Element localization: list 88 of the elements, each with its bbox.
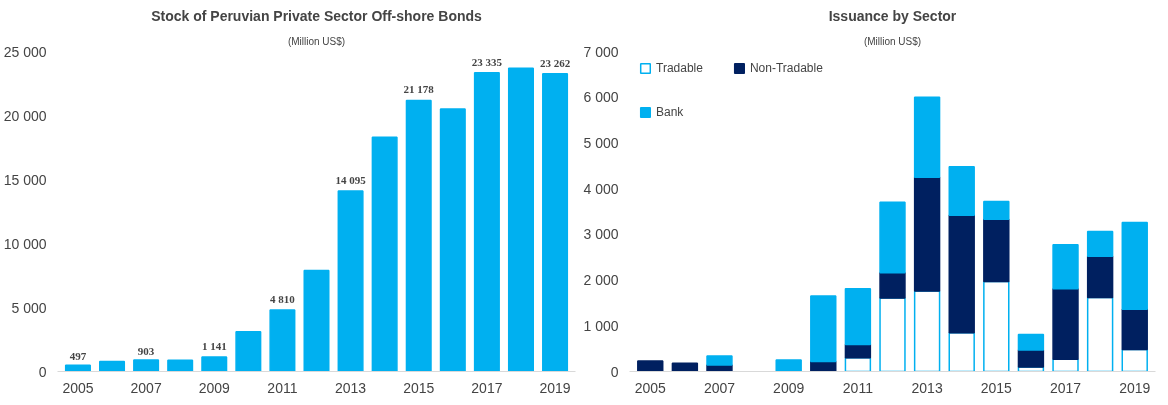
bar bbox=[235, 331, 262, 372]
bar bbox=[133, 359, 160, 372]
x-tick-label: 2013 bbox=[911, 379, 943, 396]
chart-subtitle: (Million US$) bbox=[287, 35, 346, 47]
bar bbox=[1086, 255, 1114, 299]
bar bbox=[637, 360, 664, 372]
bar bbox=[99, 360, 126, 372]
x-tick-label: 2011 bbox=[267, 379, 298, 396]
bar bbox=[1052, 244, 1079, 290]
bar bbox=[948, 214, 975, 334]
legend-label: Non-Tradable bbox=[749, 61, 823, 75]
bar bbox=[844, 343, 872, 359]
legend-label: Tradable bbox=[656, 61, 703, 75]
x-tick-label: 2009 bbox=[198, 379, 231, 396]
x-tick-label: 2007 bbox=[703, 379, 736, 396]
data-label: 4 810 bbox=[270, 292, 296, 305]
x-tick-label: 2013 bbox=[335, 379, 367, 396]
bar bbox=[844, 288, 872, 346]
data-label: 14 095 bbox=[335, 174, 367, 187]
data-label: 23 335 bbox=[471, 55, 503, 68]
y-tick-label: 4 000 bbox=[583, 180, 619, 197]
y-tick-label: 7 000 bbox=[583, 43, 619, 60]
bar bbox=[337, 190, 364, 372]
x-tick-label: 2019 bbox=[1119, 379, 1151, 396]
bar bbox=[64, 364, 91, 372]
bar bbox=[371, 136, 398, 372]
bar bbox=[303, 269, 330, 372]
bar bbox=[913, 96, 941, 178]
data-label: 23 262 bbox=[539, 56, 571, 69]
bar bbox=[913, 290, 941, 372]
bar bbox=[983, 218, 1010, 283]
x-tick-label: 2019 bbox=[539, 379, 571, 396]
bar bbox=[1086, 230, 1114, 258]
y-tick-label: 10 000 bbox=[3, 235, 47, 252]
x-tick-label: 2015 bbox=[403, 379, 435, 396]
data-label: 903 bbox=[137, 344, 155, 357]
bar bbox=[879, 297, 906, 372]
bar bbox=[507, 67, 534, 372]
bar bbox=[473, 72, 500, 372]
bar bbox=[879, 201, 906, 274]
data-label: 497 bbox=[69, 350, 87, 363]
bar bbox=[542, 73, 569, 372]
chart-title: Stock of Peruvian Private Sector Off-shore Bonds bbox=[151, 7, 483, 24]
bar bbox=[810, 295, 837, 363]
bar bbox=[201, 356, 228, 372]
bar bbox=[269, 309, 296, 372]
x-tick-label: 2017 bbox=[1049, 379, 1082, 396]
y-tick-label: 15 000 bbox=[3, 171, 47, 188]
bar bbox=[1121, 221, 1148, 311]
x-tick-label: 2005 bbox=[634, 379, 667, 396]
x-tick-label: 2017 bbox=[471, 379, 503, 396]
bar bbox=[167, 359, 194, 372]
y-tick-label: 1 000 bbox=[583, 317, 619, 334]
x-tick-label: 2011 bbox=[842, 379, 874, 396]
bar bbox=[1017, 349, 1045, 368]
bar bbox=[913, 176, 941, 292]
legend-label: Bank bbox=[656, 105, 684, 119]
chart-subtitle: (Million US$) bbox=[863, 35, 922, 47]
bar bbox=[1121, 308, 1148, 351]
bar bbox=[1121, 348, 1148, 372]
bar bbox=[706, 355, 733, 366]
bar bbox=[948, 331, 975, 372]
chart-title: Issuance by Sector bbox=[828, 7, 957, 24]
y-tick-label: 2 000 bbox=[583, 272, 619, 289]
y-tick-label: 5 000 bbox=[11, 299, 47, 316]
y-tick-label: 3 000 bbox=[583, 226, 619, 243]
bar bbox=[1086, 296, 1114, 372]
x-tick-label: 2015 bbox=[980, 379, 1013, 396]
x-tick-label: 2009 bbox=[773, 379, 805, 396]
data-label: 1 141 bbox=[201, 339, 227, 352]
bar bbox=[439, 108, 466, 372]
bar bbox=[775, 359, 802, 372]
x-tick-label: 2007 bbox=[130, 379, 162, 396]
y-tick-label: 0 bbox=[38, 363, 47, 380]
y-tick-label: 0 bbox=[610, 363, 619, 380]
bar bbox=[948, 165, 975, 216]
bar bbox=[879, 272, 906, 299]
bar bbox=[983, 200, 1010, 221]
y-tick-label: 20 000 bbox=[3, 107, 47, 124]
y-tick-label: 25 000 bbox=[3, 43, 47, 60]
bar bbox=[983, 280, 1010, 372]
bar bbox=[405, 99, 432, 372]
y-tick-label: 6 000 bbox=[583, 89, 619, 106]
x-tick-label: 2005 bbox=[62, 379, 94, 396]
bar bbox=[1052, 288, 1079, 360]
data-label: 21 178 bbox=[403, 83, 435, 96]
y-tick-label: 5 000 bbox=[583, 134, 619, 151]
bar bbox=[1017, 333, 1045, 351]
